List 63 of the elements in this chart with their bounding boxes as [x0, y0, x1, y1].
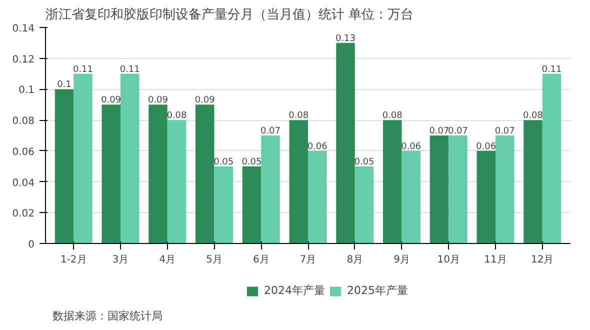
data-label: 0.05 — [242, 157, 262, 168]
y-tick-label: 0.08 — [12, 116, 34, 128]
y-tick-label: 0 — [28, 240, 35, 250]
bar — [308, 150, 327, 244]
data-label: 0.09 — [101, 96, 122, 106]
x-tick-label: 8月 — [346, 254, 364, 266]
bar — [402, 150, 420, 244]
bar — [524, 120, 542, 244]
data-label: 0.07 — [448, 126, 468, 136]
bar — [289, 120, 308, 244]
bar — [102, 104, 120, 244]
bar — [167, 120, 186, 244]
bar — [430, 136, 449, 244]
bar — [476, 150, 496, 244]
bar — [336, 42, 355, 244]
bar — [542, 74, 562, 244]
x-tick-label: 6月 — [252, 254, 270, 266]
y-tick-label: 0.04 — [12, 178, 34, 189]
x-tick-label: 5月 — [206, 254, 222, 266]
bar — [496, 136, 514, 244]
data-label: 0.08 — [382, 111, 403, 122]
x-tick-label: 11月 — [484, 254, 507, 266]
data-label: 0.09 — [194, 96, 216, 106]
x-tick-label: 9月 — [394, 254, 410, 266]
source-note: 数据来源：国家统计局 — [52, 310, 163, 322]
data-label: 0.06 — [307, 142, 328, 152]
bar — [242, 166, 262, 244]
data-label: 0.13 — [335, 34, 356, 44]
y-tick-label: 0.02 — [12, 208, 34, 220]
bar — [148, 104, 168, 244]
data-label: 0.07 — [260, 126, 281, 136]
bar — [196, 104, 214, 244]
bar — [448, 136, 468, 244]
data-label: 0.06 — [476, 142, 496, 152]
data-label: 0.1 — [57, 80, 72, 90]
legend-label: 2024年产量 — [264, 283, 325, 298]
data-label: 0.11 — [72, 64, 94, 75]
x-tick-label: 4月 — [159, 254, 176, 266]
x-tick-label: 10月 — [437, 254, 460, 266]
bar — [120, 74, 140, 244]
y-tick-label: 0.14 — [12, 24, 34, 34]
data-label: 0.11 — [542, 64, 562, 75]
y-tick-label: 0.06 — [12, 146, 34, 158]
data-label: 0.07 — [494, 126, 515, 136]
bar — [261, 136, 280, 244]
x-tick-label: 7月 — [300, 254, 316, 266]
data-label: 0.11 — [120, 64, 140, 75]
bar — [54, 89, 74, 244]
bar — [74, 74, 92, 244]
data-label: 0.08 — [288, 111, 309, 122]
x-tick-label: 3月 — [112, 254, 129, 266]
x-tick-label: 12月 — [531, 254, 554, 266]
x-tick-label: 1-2月 — [60, 254, 87, 266]
data-label: 0.09 — [148, 96, 168, 106]
y-tick-label: 0.1 — [18, 85, 35, 96]
chart-title: 浙江省复印和胶版印制设备产量分月（当月值）统计 单位：万台 — [46, 8, 414, 22]
y-tick-label: 0.12 — [12, 54, 34, 66]
legend-label: 2025年产量 — [347, 283, 408, 298]
bar — [214, 166, 233, 244]
data-label: 0.07 — [429, 126, 450, 136]
data-label: 0.08 — [522, 111, 544, 122]
bar — [354, 166, 374, 244]
bar — [383, 120, 402, 244]
